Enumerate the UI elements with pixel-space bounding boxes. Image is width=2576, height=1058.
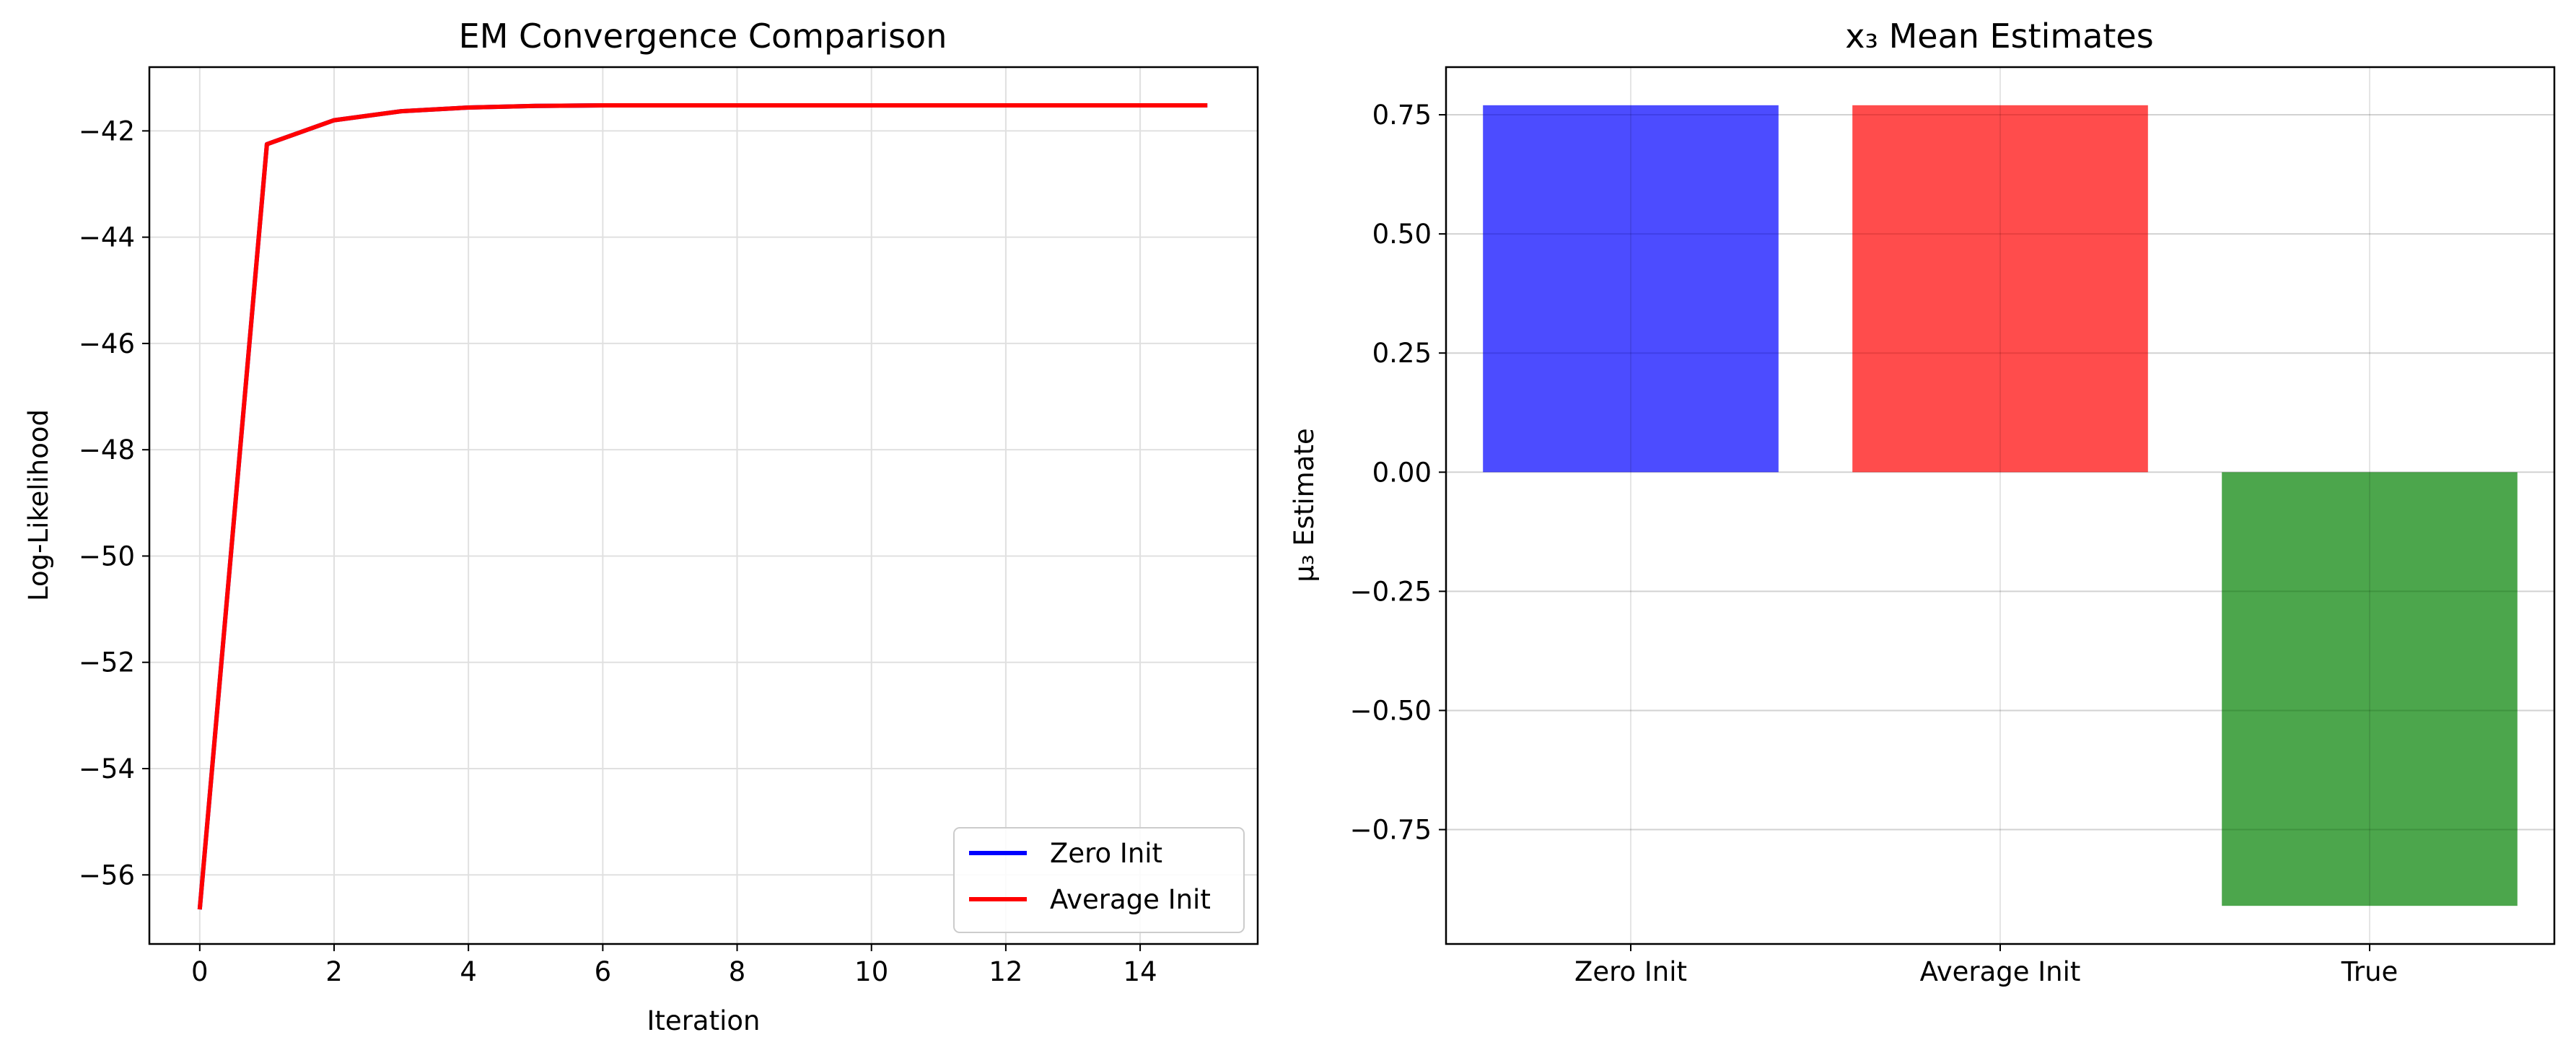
x-tick-label: 12 — [989, 956, 1022, 987]
legend-label-zero-init: Zero Init — [1050, 838, 1162, 869]
x-tick-label: Average Init — [1920, 956, 2081, 987]
y-tick-label: −48 — [79, 434, 135, 465]
x-axis-label: Iteration — [647, 1005, 761, 1036]
y-tick-label: −46 — [79, 328, 135, 359]
chart-title: x₃ Mean Estimates — [1845, 17, 2153, 56]
series-line-average-init — [197, 103, 1208, 910]
y-tick-label: −52 — [79, 647, 135, 678]
y-tick-label: −54 — [79, 753, 135, 784]
grid — [149, 67, 1258, 944]
bar-true — [2222, 472, 2518, 906]
axis-ticks: 0 2 4 6 8 10 12 14 −56 −54 −52 −50 −48 −46 −44 −42 — [79, 115, 1157, 987]
x-tick-label: 6 — [595, 956, 612, 987]
y-tick-label: −56 — [79, 860, 135, 891]
series-lines — [197, 103, 1208, 910]
x-tick-label: 10 — [854, 956, 888, 987]
x-tick-label: Zero Init — [1574, 956, 1687, 987]
x-tick-label: 0 — [191, 956, 209, 987]
convergence-chart: EM Convergence Comparison 0 2 4 6 8 10 12 14 −56… — [23, 17, 1259, 1036]
y-axis-label: Log-Likelihood — [23, 409, 54, 601]
y-tick-label: −0.50 — [1350, 695, 1432, 726]
bar-zero-init — [1483, 105, 1779, 473]
y-tick-label: −0.75 — [1350, 815, 1432, 846]
y-tick-label: 0.00 — [1372, 457, 1432, 488]
bars — [1483, 105, 2518, 906]
y-tick-label: −42 — [79, 115, 135, 147]
y-tick-label: −50 — [79, 541, 135, 572]
x-tick-label: True — [2341, 956, 2398, 987]
bar-average-init — [1852, 105, 2148, 473]
y-tick-label: 0.50 — [1372, 219, 1432, 250]
x-tick-label: 8 — [729, 956, 746, 987]
y-tick-label: −0.25 — [1350, 576, 1432, 607]
x-tick-label: 14 — [1123, 956, 1157, 987]
legend: Zero Init Average Init — [953, 827, 1245, 933]
x-tick-label: 2 — [325, 956, 343, 987]
series-line-zero-init — [197, 103, 1208, 910]
mean-estimates-chart: x₃ Mean Estimates −0.75 −0.50 −0.25 0.00 0.2… — [1289, 17, 2556, 987]
plot-frame — [148, 66, 1259, 945]
chart-title: EM Convergence Comparison — [459, 17, 947, 56]
axis-ticks: −0.75 −0.50 −0.25 0.00 0.25 0.50 0.75 Zero Init… — [1350, 100, 2398, 987]
y-tick-label: 0.25 — [1372, 338, 1432, 369]
grid-overlay — [1446, 67, 2554, 944]
y-tick-label: 0.75 — [1372, 100, 1432, 131]
legend-label-average-init: Average Init — [1050, 884, 1211, 915]
x-tick-label: 4 — [460, 956, 477, 987]
y-tick-label: −44 — [79, 222, 135, 253]
y-axis-label: μ₃ Estimate — [1289, 428, 1320, 582]
